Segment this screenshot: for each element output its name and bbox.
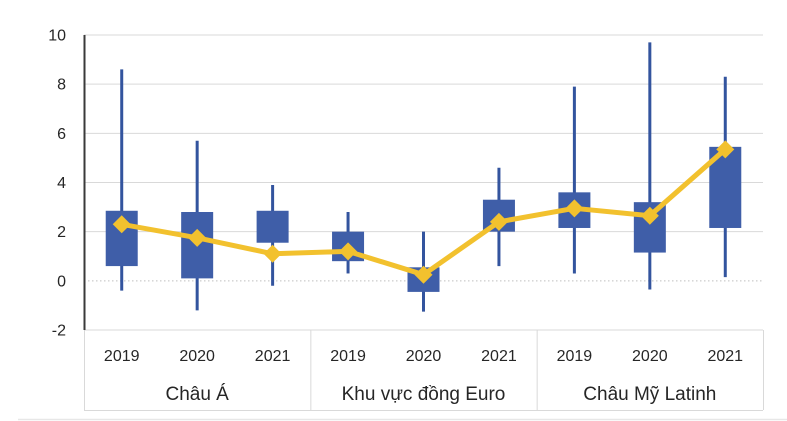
y-tick-label-10: 10 [48, 28, 66, 45]
year-label-2-2019: 2019 [557, 348, 593, 365]
y-tick-label-2: 2 [57, 224, 66, 241]
year-label-0-2019: 2019 [104, 348, 140, 365]
trend-marker-3 [339, 242, 358, 261]
group-label-2: Châu Mỹ Latinh [583, 384, 716, 405]
trend-marker-6 [565, 199, 584, 218]
y-tick-label-6: 6 [57, 126, 66, 143]
y-tick-label--2: -2 [52, 323, 66, 340]
year-label-1-2019: 2019 [330, 348, 366, 365]
box-0-2021 [256, 210, 289, 243]
trend-marker-8 [716, 140, 735, 159]
group-label-1: Khu vực đồng Euro [342, 384, 506, 405]
year-label-1-2021: 2021 [481, 348, 517, 365]
trend-marker-1 [188, 228, 207, 247]
year-label-0-2020: 2020 [179, 348, 215, 365]
trend-marker-7 [640, 206, 659, 225]
year-label-2-2020: 2020 [632, 348, 668, 365]
trend-marker-0 [112, 215, 131, 234]
y-tick-label-0: 0 [57, 273, 66, 290]
trend-marker-4 [414, 265, 433, 284]
year-label-2-2021: 2021 [707, 348, 743, 365]
trend-marker-5 [489, 212, 508, 231]
year-label-1-2020: 2020 [406, 348, 442, 365]
year-label-0-2021: 2021 [255, 348, 291, 365]
group-label-0: Châu Á [165, 384, 229, 405]
trend-marker-2 [263, 244, 282, 263]
y-tick-label-8: 8 [57, 77, 66, 94]
y-tick-label-4: 4 [57, 175, 66, 192]
